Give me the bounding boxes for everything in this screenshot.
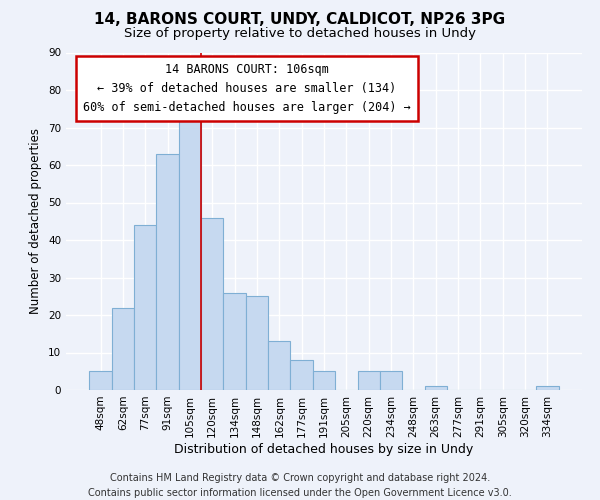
Bar bbox=[134, 225, 157, 390]
Bar bbox=[358, 371, 380, 390]
Text: Contains HM Land Registry data © Crown copyright and database right 2024.
Contai: Contains HM Land Registry data © Crown c… bbox=[88, 472, 512, 498]
Bar bbox=[380, 371, 402, 390]
Bar bbox=[536, 386, 559, 390]
Text: 14 BARONS COURT: 106sqm
← 39% of detached houses are smaller (134)
60% of semi-d: 14 BARONS COURT: 106sqm ← 39% of detache… bbox=[83, 62, 410, 114]
X-axis label: Distribution of detached houses by size in Undy: Distribution of detached houses by size … bbox=[175, 442, 473, 456]
Bar bbox=[290, 360, 313, 390]
Bar bbox=[112, 308, 134, 390]
Bar bbox=[201, 218, 223, 390]
Bar bbox=[425, 386, 447, 390]
Text: Size of property relative to detached houses in Undy: Size of property relative to detached ho… bbox=[124, 28, 476, 40]
Bar bbox=[89, 371, 112, 390]
Bar bbox=[179, 116, 201, 390]
Text: 14, BARONS COURT, UNDY, CALDICOT, NP26 3PG: 14, BARONS COURT, UNDY, CALDICOT, NP26 3… bbox=[94, 12, 506, 28]
Bar bbox=[246, 296, 268, 390]
Bar bbox=[313, 371, 335, 390]
Bar bbox=[268, 341, 290, 390]
Bar bbox=[223, 292, 246, 390]
Bar bbox=[157, 154, 179, 390]
Y-axis label: Number of detached properties: Number of detached properties bbox=[29, 128, 43, 314]
